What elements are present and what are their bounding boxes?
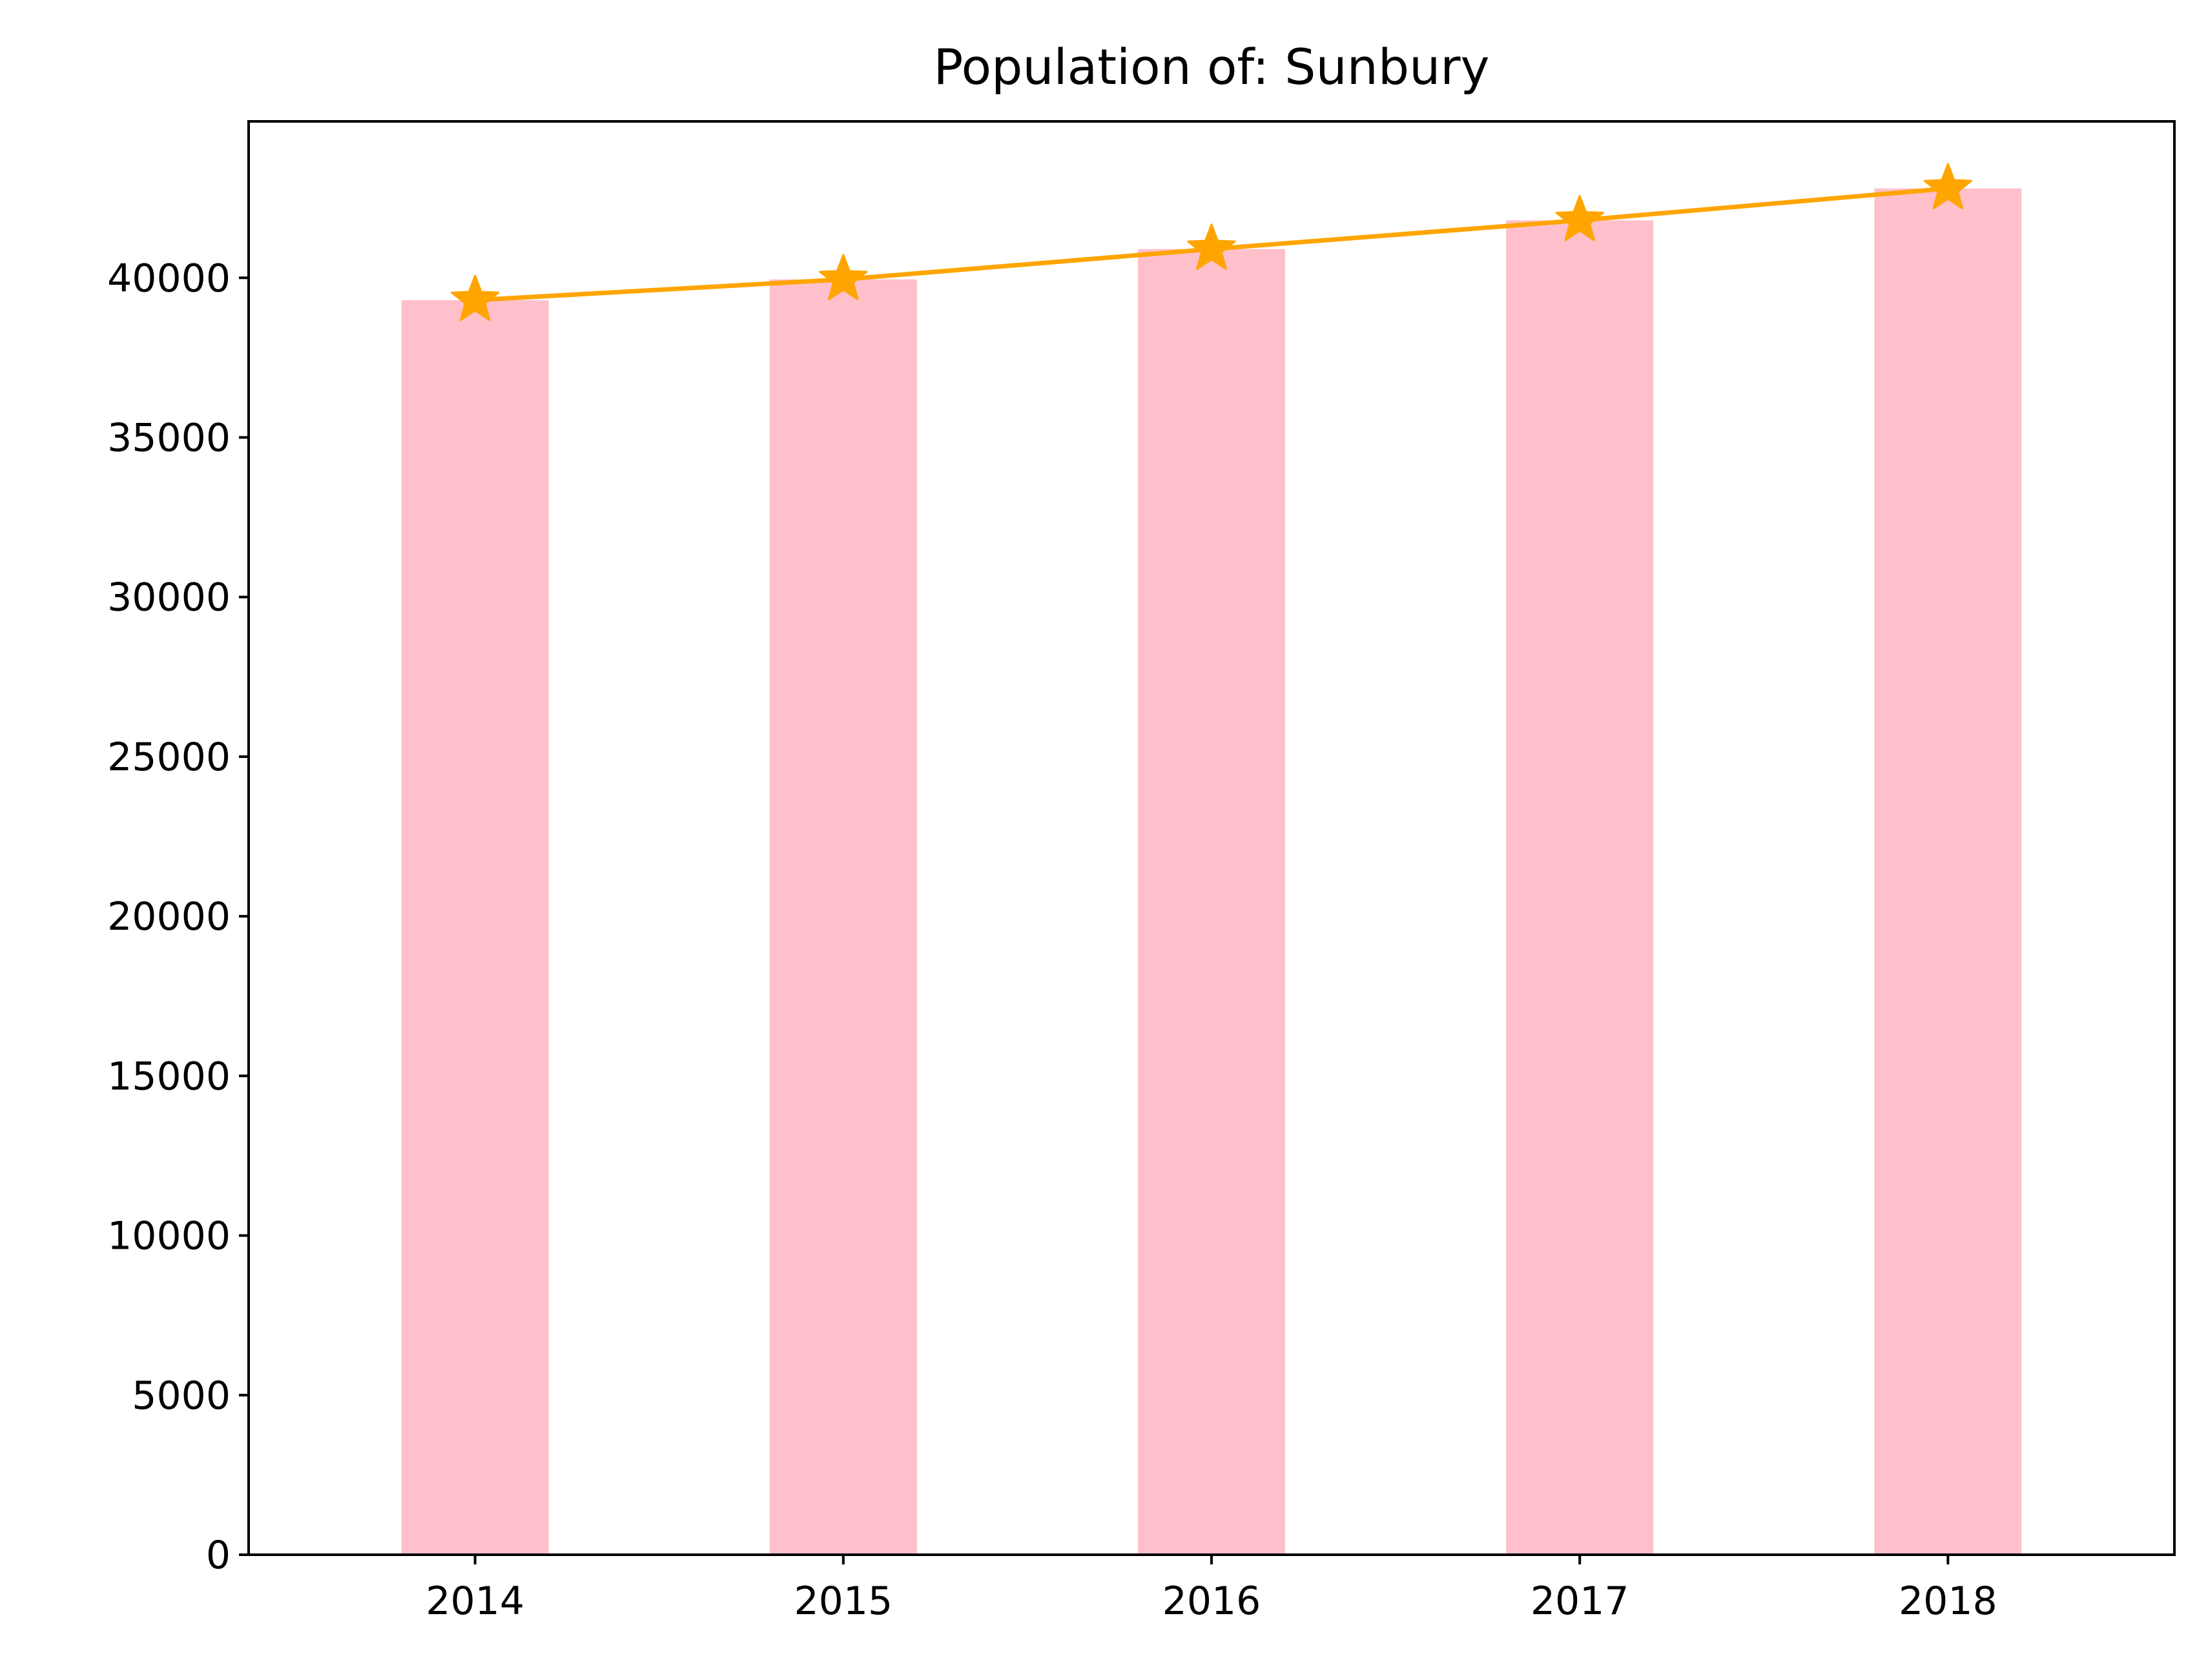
y-tick-label: 35000 <box>107 415 231 460</box>
star-marker-2014 <box>451 274 500 322</box>
x-tick-label: 2017 <box>1531 1579 1629 1624</box>
x-axis-ticks: 2014 2015 2016 2017 2018 <box>426 1555 1997 1624</box>
y-tick-label: 0 <box>206 1533 231 1578</box>
bar-2015 <box>769 279 917 1555</box>
star-marker-2015 <box>819 254 868 300</box>
star-marker-2016 <box>1187 223 1236 271</box>
chart-title: Population of: Sunbury <box>934 38 1490 96</box>
y-tick-label: 10000 <box>107 1214 231 1259</box>
bars <box>401 188 2022 1555</box>
y-tick-label: 25000 <box>107 735 231 780</box>
star-marker-2018 <box>1923 163 1972 210</box>
bar-2018 <box>1874 188 2022 1555</box>
y-tick-label: 40000 <box>107 256 231 301</box>
x-tick-label: 2015 <box>794 1579 892 1624</box>
y-tick-label: 15000 <box>107 1054 231 1099</box>
y-tick-label: 5000 <box>132 1373 231 1419</box>
x-tick-label: 2016 <box>1162 1579 1261 1624</box>
x-tick-label: 2014 <box>426 1579 524 1624</box>
y-axis-ticks: 0 5000 10000 15000 20000 25000 30000 35000 40000 <box>107 256 249 1578</box>
bar-2016 <box>1137 249 1286 1555</box>
x-tick-label: 2018 <box>1899 1579 1997 1624</box>
bar-2014 <box>401 300 549 1555</box>
star-marker-2017 <box>1555 194 1604 241</box>
bar-2017 <box>1506 220 1654 1555</box>
line-layer <box>451 163 1972 322</box>
y-tick-label: 20000 <box>107 894 231 939</box>
y-tick-label: 30000 <box>107 575 231 620</box>
